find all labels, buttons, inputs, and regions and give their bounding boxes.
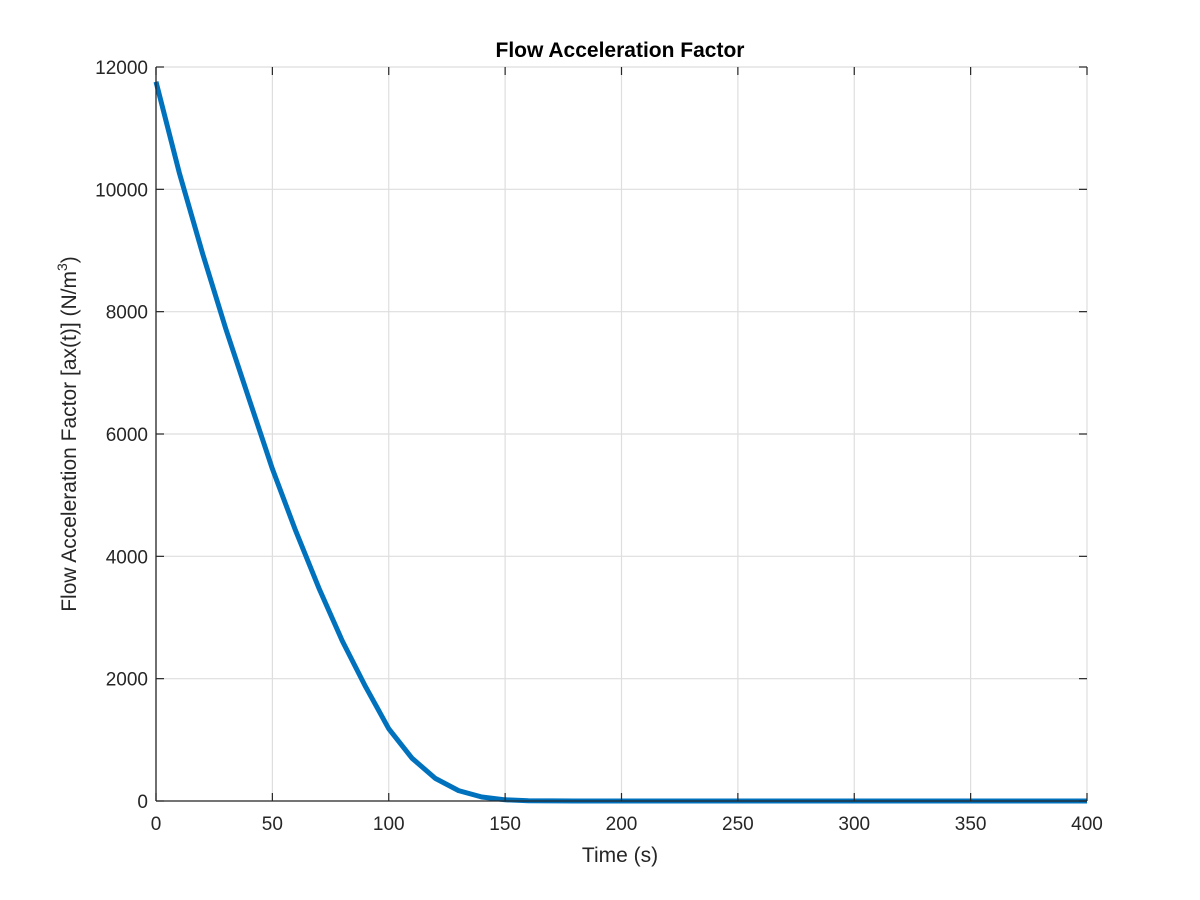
x-ticks: 0 50 100 150 200 250 300 350 400 <box>151 67 1103 835</box>
y-axis-label-superscript: 3 <box>54 263 70 271</box>
x-tick-label: 300 <box>838 814 870 835</box>
x-tick-label: 400 <box>1071 814 1103 835</box>
x-tick-label: 200 <box>606 814 638 835</box>
y-tick-label: 0 <box>137 792 148 813</box>
y-tick-label: 4000 <box>106 547 148 568</box>
x-tick-label: 250 <box>722 814 754 835</box>
plot-area: 0 50 100 150 200 250 300 350 400 0 2000 4000 6000 80… <box>95 58 1103 835</box>
x-tick-label: 150 <box>489 814 521 835</box>
y-tick-label: 12000 <box>95 58 148 79</box>
y-axis-label-close: ) <box>58 256 81 263</box>
y-tick-label: 6000 <box>106 425 148 446</box>
y-tick-label: 10000 <box>95 180 148 201</box>
x-tick-label: 0 <box>151 814 162 835</box>
x-tick-label: 50 <box>262 814 283 835</box>
y-tick-label: 8000 <box>106 303 148 324</box>
y-ticks: 0 2000 4000 6000 8000 10000 12000 <box>95 58 1087 813</box>
chart-title: Flow Acceleration Factor <box>496 39 745 62</box>
y-axis-label: Flow Acceleration Factor [ax(t)] (N/m3) <box>54 256 81 612</box>
y-axis-label-main: Flow Acceleration Factor [ax(t)] (N/m <box>58 271 81 612</box>
x-axis-label: Time (s) <box>582 844 658 867</box>
y-tick-label: 2000 <box>106 670 148 691</box>
x-tick-label: 100 <box>373 814 405 835</box>
grid-lines <box>155 66 1088 802</box>
x-tick-label: 350 <box>955 814 987 835</box>
